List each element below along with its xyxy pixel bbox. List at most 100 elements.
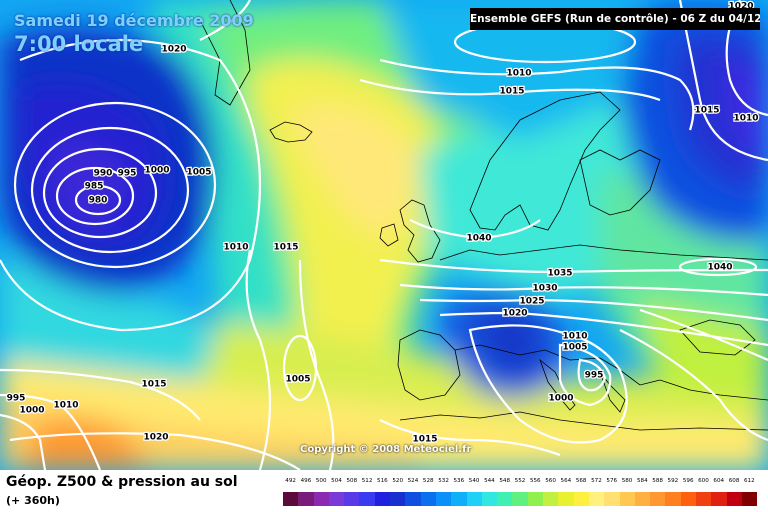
isobar-label: 990 (94, 169, 113, 179)
color-scale-swatch (588, 492, 605, 506)
color-scale-swatch (420, 492, 436, 506)
color-scale-label: 596 (682, 478, 694, 484)
color-scale-label: 516 (377, 478, 388, 484)
isobars (0, 0, 768, 470)
color-scale-label: 536 (453, 478, 465, 484)
isobar-label: 1000 (548, 394, 573, 404)
color-scale-swatch (512, 492, 528, 506)
color-scale-swatch (696, 492, 712, 506)
color-scale-swatch (405, 492, 421, 506)
color-scale-swatch (359, 492, 375, 506)
legend-subtitle: (+ 360h) (6, 494, 60, 507)
color-scale-label: 580 (621, 478, 633, 484)
color-scale-label: 568 (575, 478, 587, 484)
color-scale-label: 608 (728, 478, 740, 484)
color-scale-swatch (481, 492, 498, 506)
color-scale-swatch (298, 492, 314, 506)
isobar-labels: 1020 990 995 1000 1005 985 980 1010 1015 1010 1015… (5, 0, 759, 446)
weather-map-canvas: 1020 990 995 1000 1005 985 980 1010 1015 1010 1015… (0, 0, 768, 470)
isobar-label: 1020 (502, 309, 527, 319)
forecast-time: 7:00 locale (14, 32, 144, 56)
isobar-label: 980 (89, 196, 108, 206)
color-scale-label: 588 (652, 478, 663, 484)
isobar-label: 1015 (499, 87, 524, 97)
color-scale-swatch (527, 492, 544, 506)
color-scale-label: 544 (484, 478, 495, 484)
model-run-header: Ensemble GEFS (Run de contrôle) - 06 Z d… (470, 8, 760, 30)
isobar-label: 995 (118, 169, 137, 179)
isobar-label: 1015 (273, 243, 298, 253)
isobar-label: 1000 (19, 406, 44, 416)
color-scale-label: 540 (468, 478, 480, 484)
forecast-date: Samedi 19 décembre 2009 (14, 11, 254, 30)
color-scale-swatch (313, 492, 329, 506)
isobar-label: 1005 (562, 343, 587, 353)
isobar-label: 1015 (412, 435, 437, 445)
color-scale-swatch (726, 492, 742, 506)
color-scale-labels: 492 496 500 504 508 512 516 520 524 528 532 536 540 5… (283, 478, 757, 488)
isobar-label: 1005 (186, 168, 211, 178)
color-scale-swatch (634, 492, 651, 506)
color-scale-swatch (573, 492, 589, 506)
isobar-label: 1010 (506, 69, 531, 79)
color-scale-label: 612 (744, 478, 755, 484)
color-scale-label: 504 (331, 478, 342, 484)
color-scale-label: 576 (606, 478, 618, 484)
isobar-label: 1035 (547, 269, 572, 279)
isobar-label: 1010 (733, 114, 758, 124)
color-scale-swatch (451, 492, 467, 506)
copyright-notice: Copyright © 2008 Meteociel.fr (300, 444, 472, 455)
color-scale-label: 512 (361, 478, 373, 484)
color-scale-swatch (619, 492, 635, 506)
isobar-label: 995 (585, 371, 604, 381)
isobar-label: 1030 (532, 284, 557, 294)
isobar-label: 1010 (223, 243, 248, 253)
legend-footer: Géop. Z500 & pression au sol (+ 360h) 49… (0, 470, 768, 512)
color-scale-label: 552 (514, 478, 526, 484)
isobar-label: 1020 (161, 45, 186, 55)
isobar-label: 1040 (707, 263, 732, 273)
color-scale-label: 524 (407, 478, 419, 484)
color-scale-swatch (665, 492, 681, 506)
isobar-label: 1040 (466, 234, 491, 244)
isobar-label: 1010 (53, 401, 78, 411)
color-scale-label: 528 (422, 478, 434, 484)
coastlines (199, 0, 768, 431)
weather-map: 1020 990 995 1000 1005 985 980 1010 1015 1010 1015… (0, 0, 768, 470)
isobar-label: 985 (85, 182, 104, 192)
color-scale-label: 592 (667, 478, 679, 484)
color-scale-label: 572 (591, 478, 602, 484)
color-scale-label: 520 (392, 478, 404, 484)
color-scale-swatch (497, 492, 513, 506)
isobar-label: 1015 (141, 380, 166, 390)
color-scale-label: 556 (529, 478, 541, 484)
color-scale-swatch (390, 492, 406, 506)
isobar-label: 1025 (519, 297, 544, 307)
color-scale-swatch (711, 492, 727, 506)
color-scale-swatch (374, 492, 391, 506)
color-scale-swatch (543, 492, 559, 506)
color-scale-swatch (680, 492, 697, 506)
isobar-label: 1000 (144, 166, 169, 176)
color-scale-swatch (558, 492, 574, 506)
color-scale-swatch (650, 492, 666, 506)
color-scale-swatch (283, 492, 299, 506)
isobar-label: 1010 (562, 332, 587, 342)
color-scale-label: 600 (698, 478, 709, 484)
color-scale-swatch (604, 492, 620, 506)
color-scale-swatch (466, 492, 482, 506)
color-scale-swatch (344, 492, 360, 506)
color-scale-label: 604 (713, 478, 725, 484)
color-scale-label: 560 (545, 478, 556, 484)
legend-title: Géop. Z500 & pression au sol (6, 474, 238, 490)
color-scale-label: 496 (300, 478, 312, 484)
color-scale-swatch (741, 492, 758, 506)
color-scale-label: 500 (315, 478, 327, 484)
isobar-label: 1005 (285, 375, 310, 385)
isobar-label: 995 (7, 394, 26, 404)
color-scale-label: 532 (438, 478, 449, 484)
color-scale-label: 584 (636, 478, 648, 484)
color-scale-label: 492 (285, 478, 296, 484)
color-scale-label: 548 (499, 478, 511, 484)
color-scale-bar (283, 492, 758, 506)
